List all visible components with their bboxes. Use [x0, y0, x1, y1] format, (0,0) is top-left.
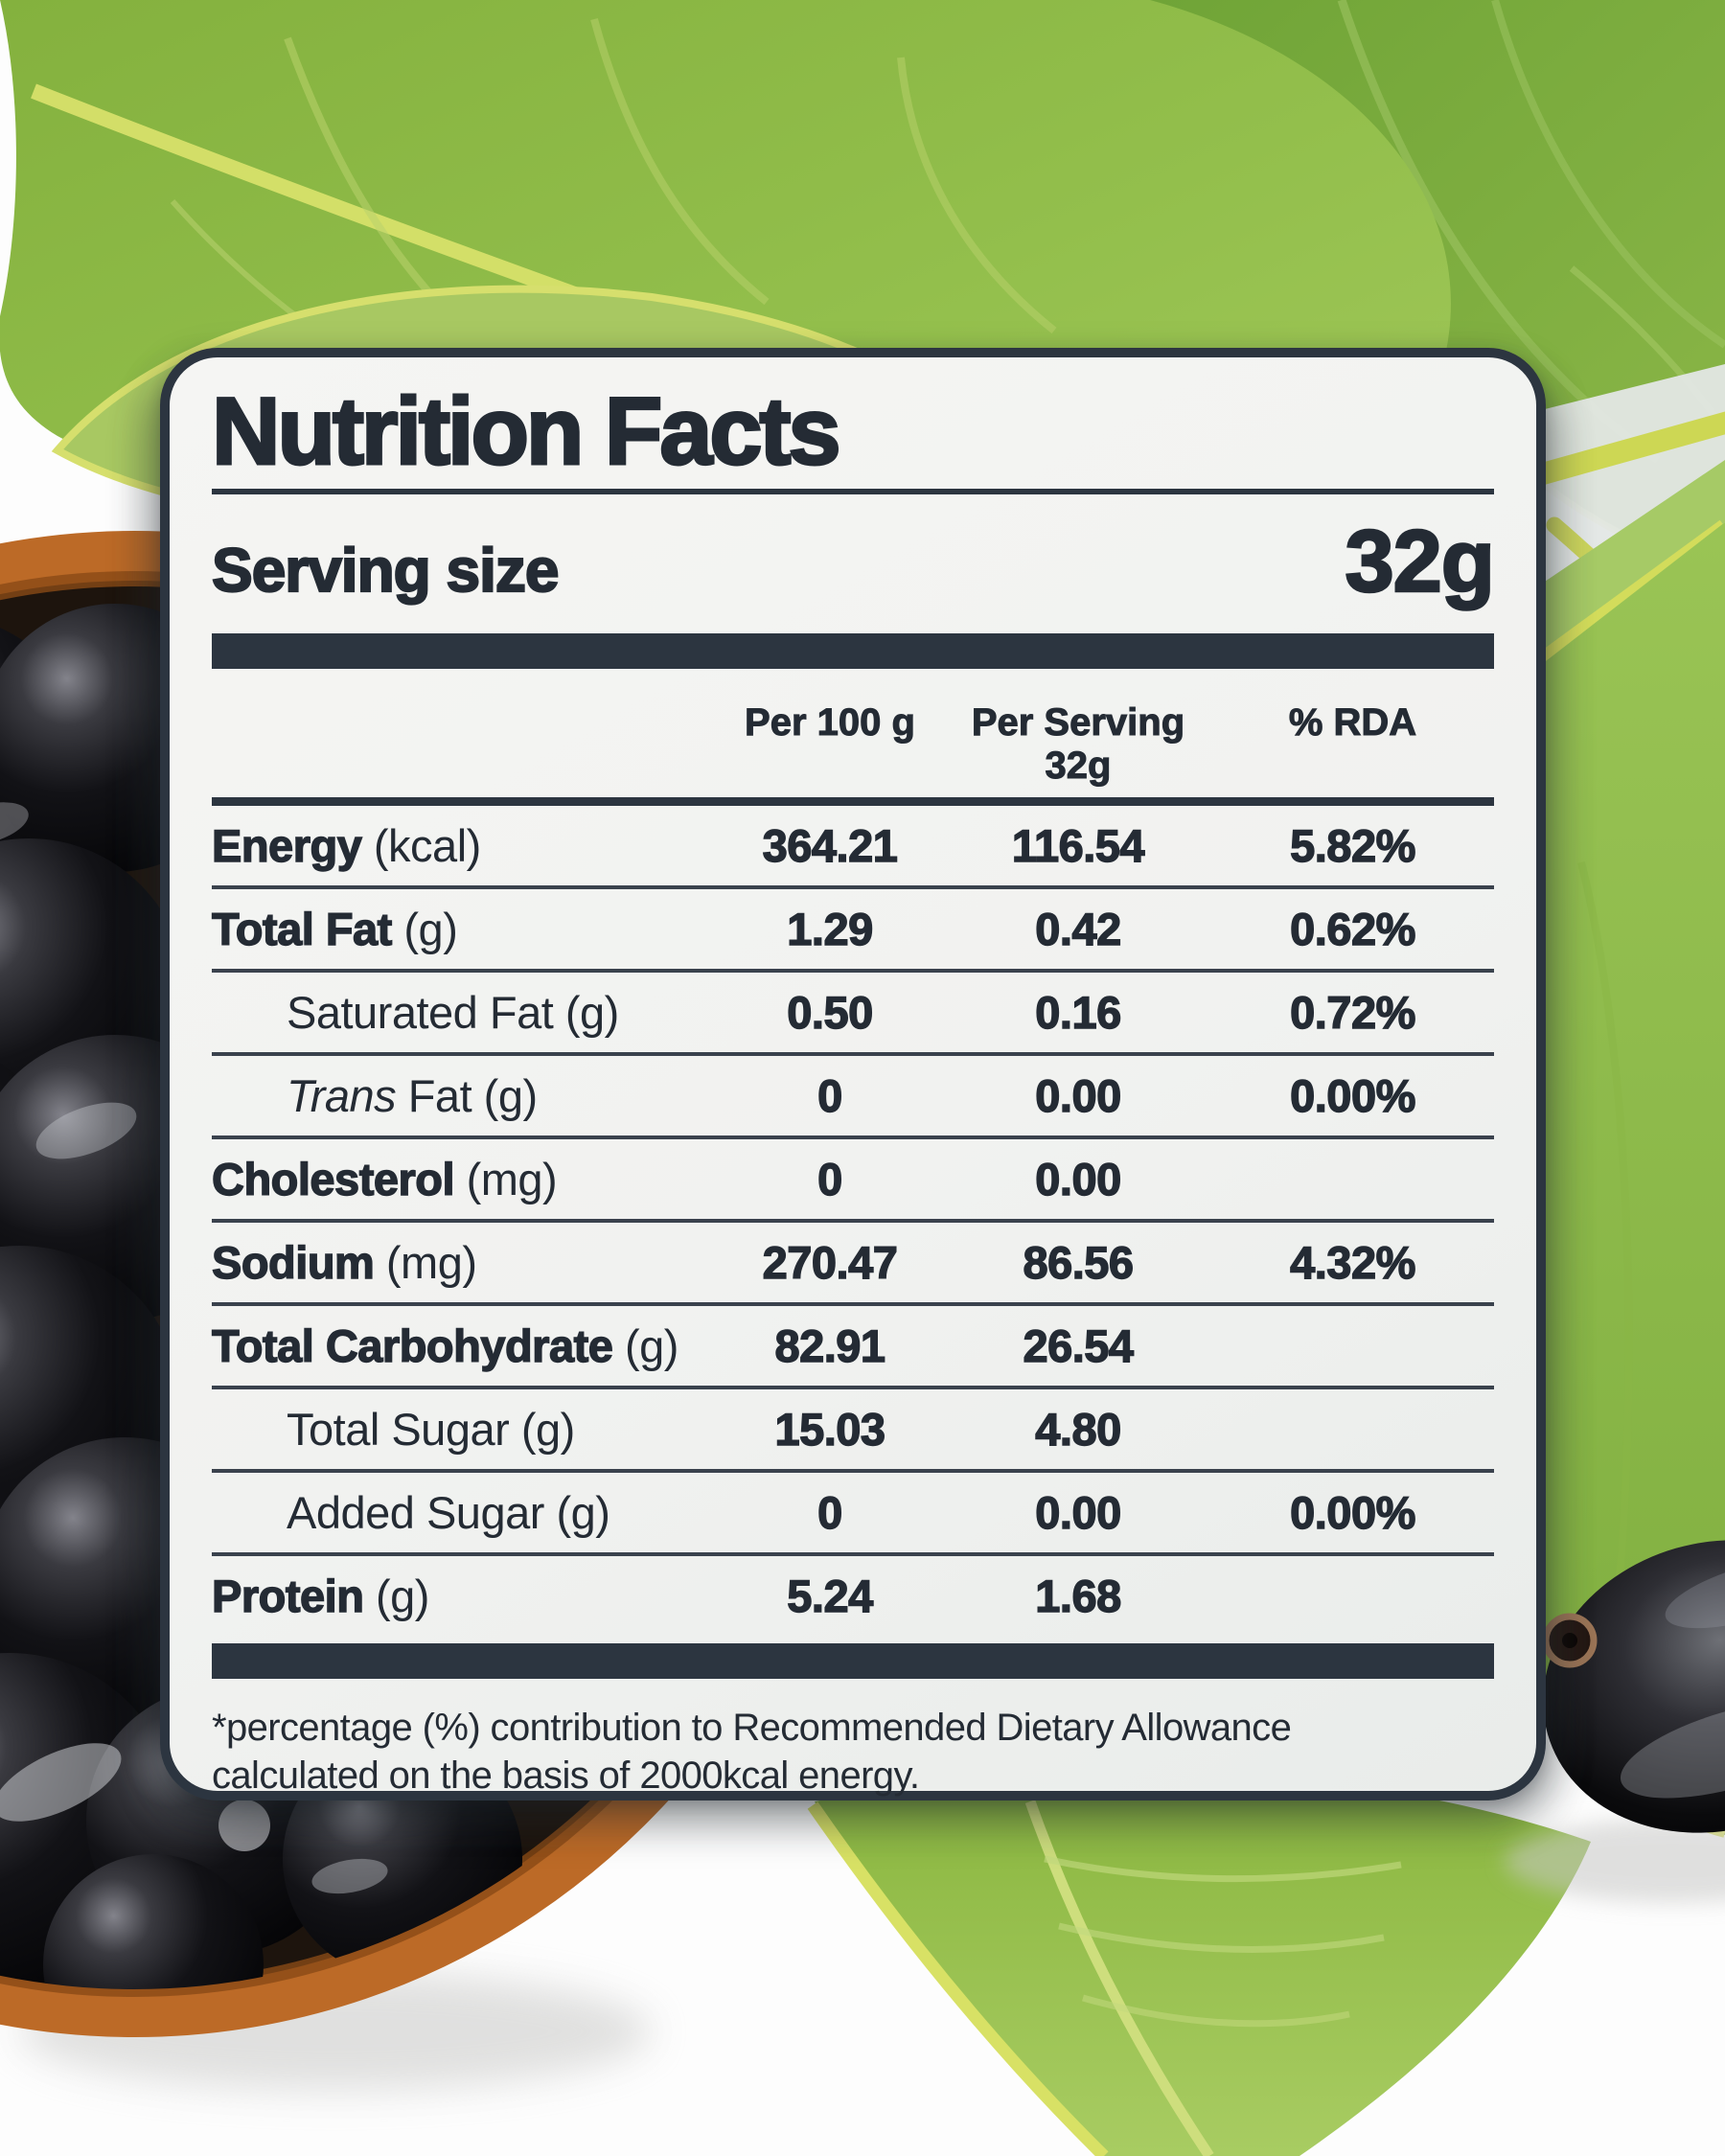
nutrient-row-energy: Energy (kcal) 364.21 116.54 5.82% [211, 806, 1494, 889]
nutrient-row-cholesterol: Cholesterol (mg) 0 0.00 [211, 1139, 1494, 1223]
nutrition-table-rows: Energy (kcal) 364.21 116.54 5.82% Total … [211, 806, 1494, 1636]
nutrient-label: Total Sugar (g) [212, 1403, 715, 1456]
nutrition-facts-label: Nutrition Facts Serving size 32g Per 100… [160, 348, 1546, 1800]
value-per-100g: 364.21 [762, 819, 899, 871]
value-rda-percent: 0.72% [1289, 986, 1416, 1038]
value-per-100g: 0 [816, 1153, 843, 1204]
nutrient-name: Energy [211, 819, 362, 871]
nutrient-unit: (g) [509, 1403, 575, 1455]
nutrient-row-saturated-fat: Saturated Fat (g) 0.50 0.16 0.72% [212, 973, 1494, 1056]
separator-bar-top [212, 633, 1494, 670]
nutrient-unit: Fat (g) [396, 1069, 538, 1121]
nutrient-label: Protein (g) [211, 1570, 715, 1622]
value-per-100g: 15.03 [774, 1403, 886, 1455]
nutrient-label: Total Fat (g) [211, 903, 715, 955]
nutrient-row-total-fat: Total Fat (g) 1.29 0.42 0.62% [211, 889, 1494, 973]
col-header-per-serving-line1: Per Serving [971, 701, 1185, 745]
serving-size-value: 32g [1344, 512, 1496, 612]
value-per-serving: 0.00 [1035, 1069, 1122, 1121]
value-per-serving: 4.80 [1035, 1403, 1122, 1455]
nutrient-label: Total Carbohydrate (g) [211, 1319, 715, 1372]
leaf-stem [1530, 411, 1725, 486]
nutrient-label: Trans Fat (g) [212, 1069, 715, 1122]
nutrient-unit: (g) [543, 1486, 610, 1538]
nutrient-name: Total Carbohydrate [211, 1319, 613, 1371]
nutrient-name: Total Fat [211, 903, 393, 954]
col-header-rda: % RDA [1288, 701, 1417, 745]
leaf-bottom [807, 1772, 1591, 2156]
nutrient-row-total-carbohydrate: Total Carbohydrate (g) 82.91 26.54 [211, 1306, 1494, 1389]
nutrient-name: Saturated Fat [287, 986, 554, 1038]
jamun-berry-right [1505, 1540, 1725, 1903]
nutrient-name: Sodium [211, 1236, 375, 1288]
table-header-row: Per 100 g Per Serving 32g % RDA [212, 701, 1494, 788]
nutrient-row-total-sugar: Total Sugar (g) 15.03 4.80 [212, 1389, 1494, 1473]
nutrient-label: Saturated Fat (g) [212, 986, 715, 1039]
value-per-serving: 0.16 [1035, 986, 1122, 1038]
value-rda-percent: 5.82% [1289, 819, 1416, 871]
value-per-serving: 1.68 [1035, 1570, 1122, 1621]
nutrient-unit: (kcal) [361, 819, 481, 871]
value-per-100g: 0 [816, 1069, 843, 1121]
serving-size-label: Serving size [211, 535, 561, 606]
separator-bar-bottom [212, 1642, 1494, 1679]
nutrient-unit: (g) [612, 1319, 678, 1371]
nutrient-label: Sodium (mg) [211, 1236, 715, 1289]
value-per-100g: 270.47 [762, 1236, 899, 1288]
nutrient-name: Cholesterol [211, 1153, 455, 1204]
nutrient-name: Trans [287, 1069, 397, 1121]
nutrient-row-added-sugar: Added Sugar (g) 0 0.00 0.00% [212, 1473, 1494, 1556]
nutrient-label: Cholesterol (mg) [211, 1153, 715, 1205]
value-per-100g: 0 [816, 1486, 843, 1538]
nutrient-row-protein: Protein (g) 5.24 1.68 [211, 1556, 1494, 1636]
nutrient-name: Added Sugar [287, 1486, 544, 1538]
nutrient-label: Energy (kcal) [211, 819, 715, 872]
nutrient-label: Added Sugar (g) [212, 1486, 715, 1539]
nutrient-row-sodium: Sodium (mg) 270.47 86.56 4.32% [211, 1223, 1494, 1306]
nutrient-unit: (mg) [454, 1153, 558, 1204]
page-title: Nutrition Facts [211, 378, 843, 484]
nutrient-unit: (g) [553, 986, 619, 1038]
value-per-serving: 116.54 [1011, 819, 1145, 871]
value-rda-percent: 0.00% [1289, 1069, 1416, 1121]
value-per-100g: 1.29 [787, 903, 874, 954]
value-per-serving: 0.00 [1035, 1486, 1122, 1538]
footnote: *percentage (%) contribution to Recommen… [212, 1706, 1292, 1798]
col-header-per-serving-line2: 32g [1045, 744, 1112, 787]
value-rda-percent: 0.00% [1289, 1486, 1416, 1538]
value-rda-percent: 0.62% [1289, 903, 1416, 954]
header-divider [212, 796, 1494, 806]
nutrient-name: Protein [211, 1570, 364, 1621]
nutrient-unit: (g) [391, 903, 458, 954]
col-header-per-serving: Per Serving 32g [945, 701, 1211, 788]
value-rda-percent: 4.32% [1289, 1236, 1416, 1288]
nutrient-unit: (mg) [374, 1236, 477, 1288]
value-per-serving: 26.54 [1023, 1319, 1135, 1371]
value-per-serving: 0.42 [1035, 903, 1122, 954]
serving-size-row: Serving size 32g [211, 512, 1496, 612]
col-header-per-100g: Per 100 g [745, 701, 916, 745]
nutrient-unit: (g) [363, 1570, 429, 1621]
value-per-100g: 0.50 [787, 986, 874, 1038]
value-per-100g: 5.24 [787, 1570, 874, 1621]
nutrient-name: Total Sugar [287, 1403, 510, 1455]
value-per-serving: 86.56 [1023, 1236, 1135, 1288]
value-per-100g: 82.91 [774, 1319, 886, 1371]
nutrient-row-trans: Trans Fat (g) 0 0.00 0.00% [212, 1056, 1494, 1139]
value-per-serving: 0.00 [1035, 1153, 1122, 1204]
title-divider [212, 489, 1494, 495]
